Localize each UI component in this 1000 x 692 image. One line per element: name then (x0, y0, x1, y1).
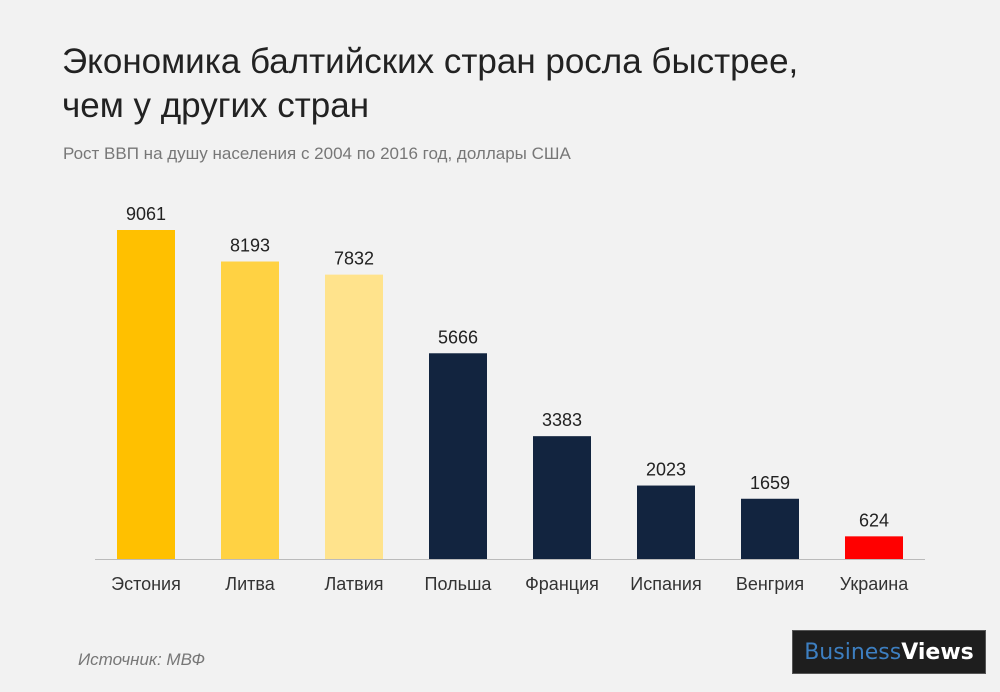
logo-part2: Views (901, 639, 974, 665)
data-label: 5666 (438, 327, 478, 347)
data-label: 7832 (334, 249, 374, 269)
category-label: Франция (525, 574, 599, 594)
bar (741, 498, 799, 559)
bar (637, 485, 695, 559)
data-label: 2023 (646, 460, 686, 480)
bar (429, 353, 487, 559)
bar (533, 436, 591, 559)
data-label: 9061 (126, 204, 166, 224)
businessviews-logo: Business Views (792, 630, 986, 674)
category-label: Польша (425, 574, 493, 594)
bar (845, 536, 903, 559)
data-label: 624 (859, 510, 889, 530)
logo-part1: Business (804, 639, 902, 665)
bar (221, 261, 279, 559)
category-label: Венгрия (736, 574, 804, 594)
category-label: Испания (630, 574, 701, 594)
category-label: Литва (225, 574, 275, 594)
chart-title: Экономика балтийских стран росла быстрее… (62, 42, 799, 125)
chart-subtitle: Рост ВВП на душу населения с 2004 по 201… (63, 144, 571, 163)
data-label: 1659 (750, 473, 790, 493)
bar (117, 230, 175, 559)
data-label: 8193 (230, 236, 270, 256)
source-note: Источник: МВФ (78, 650, 206, 669)
bar (325, 274, 383, 559)
category-label: Эстония (111, 574, 181, 594)
data-label: 3383 (542, 410, 582, 430)
category-label: Латвия (324, 574, 383, 594)
category-label: Украина (840, 574, 910, 594)
